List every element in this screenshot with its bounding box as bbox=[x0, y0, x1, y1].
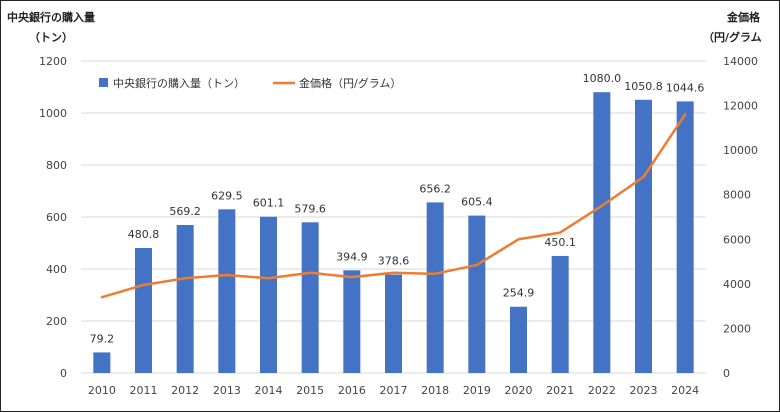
right-tick-label: 12000 bbox=[723, 100, 758, 113]
x-tick-label: 2021 bbox=[546, 384, 574, 397]
line-point bbox=[433, 272, 437, 276]
bar-data-label: 569.2 bbox=[169, 205, 201, 218]
left-tick-label: 800 bbox=[46, 159, 67, 172]
x-tick-label: 2011 bbox=[130, 384, 158, 397]
left-tick-label: 600 bbox=[46, 211, 67, 224]
left-tick-label: 1200 bbox=[39, 55, 67, 68]
line-point bbox=[267, 277, 270, 280]
line-point bbox=[558, 231, 562, 234]
right-tick-label: 10000 bbox=[723, 144, 758, 157]
left-axis-title-line2: （トン） bbox=[29, 31, 73, 44]
bar bbox=[593, 92, 611, 373]
bar-data-label: 629.5 bbox=[211, 189, 243, 202]
right-tick-label: 4000 bbox=[723, 278, 751, 291]
x-tick-label: 2023 bbox=[630, 384, 658, 397]
line-point bbox=[683, 113, 687, 116]
bar-data-label: 254.9 bbox=[503, 287, 535, 300]
bar-data-labels: 79.2 480.8 569.2 629.5 601.1 579.6 394.9 378.6 6… bbox=[90, 72, 705, 345]
legend-bar-label: 中央銀行の購入量（トン） bbox=[113, 76, 245, 90]
right-tick-label: 6000 bbox=[723, 233, 751, 246]
bar-data-label: 1044.6 bbox=[666, 81, 705, 94]
line-point bbox=[100, 296, 104, 299]
bar bbox=[385, 274, 402, 373]
right-tick-label: 14000 bbox=[723, 55, 758, 68]
line-point bbox=[517, 238, 520, 241]
bar bbox=[301, 222, 319, 373]
x-tick-label: 2013 bbox=[213, 384, 241, 397]
line-point bbox=[392, 271, 395, 274]
bar bbox=[551, 255, 569, 373]
bar bbox=[218, 209, 236, 373]
x-axis-ticks: 2010 2011 2012 2013 2014 2015 2016 2017 2018 2019… bbox=[88, 384, 699, 397]
x-tick-label: 2018 bbox=[421, 384, 449, 397]
x-tick-label: 2015 bbox=[296, 384, 324, 397]
bar-data-label: 394.9 bbox=[336, 250, 368, 263]
x-tick-label: 2022 bbox=[588, 384, 616, 397]
left-tick-label: 0 bbox=[60, 367, 67, 380]
left-axis-ticks: 0 200 400 600 800 1000 1200 bbox=[39, 55, 67, 380]
line-point bbox=[642, 175, 645, 179]
right-axis-ticks: 0 2000 4000 6000 8000 10000 12000 14000 bbox=[723, 55, 758, 380]
right-axis-title-line1: 金価格 bbox=[726, 10, 761, 24]
bar bbox=[635, 99, 652, 374]
bar bbox=[176, 225, 194, 373]
bar bbox=[93, 352, 111, 373]
bar bbox=[510, 306, 527, 373]
bar-data-label: 601.1 bbox=[253, 197, 285, 210]
bar-data-label: 1080.0 bbox=[583, 72, 622, 85]
right-tick-label: 8000 bbox=[723, 189, 751, 202]
left-tick-label: 200 bbox=[46, 315, 67, 328]
bar bbox=[343, 270, 361, 373]
line-point bbox=[600, 204, 604, 208]
bar bbox=[468, 215, 486, 373]
line-point bbox=[475, 263, 479, 267]
left-axis-title-line1: 中央銀行の購入量 bbox=[7, 10, 95, 24]
bar-data-label: 480.8 bbox=[128, 228, 160, 241]
bar-data-label: 450.1 bbox=[544, 236, 576, 249]
legend-line-label: 金価格（円/グラム） bbox=[299, 76, 401, 90]
line-point bbox=[308, 271, 312, 274]
bar-data-label: 579.6 bbox=[294, 202, 326, 215]
bar bbox=[260, 216, 277, 373]
x-tick-label: 2010 bbox=[88, 384, 116, 397]
x-tick-label: 2024 bbox=[671, 384, 699, 397]
bar-data-label: 656.2 bbox=[419, 182, 451, 195]
bar-series bbox=[93, 92, 694, 374]
bar-data-label: 605.4 bbox=[461, 196, 493, 209]
right-axis-title-line2: （円/グラム bbox=[703, 30, 762, 44]
x-tick-label: 2019 bbox=[463, 384, 491, 397]
bar bbox=[426, 202, 444, 373]
bar-data-label: 378.6 bbox=[378, 255, 410, 268]
bar-data-label: 79.2 bbox=[90, 332, 115, 345]
x-tick-label: 2017 bbox=[380, 384, 408, 397]
legend: 中央銀行の購入量（トン） 金価格（円/グラム） bbox=[99, 76, 401, 90]
line-point bbox=[183, 277, 187, 280]
x-tick-label: 2012 bbox=[171, 384, 199, 397]
bar bbox=[676, 101, 694, 374]
x-tick-label: 2014 bbox=[255, 384, 283, 397]
line-point bbox=[142, 283, 145, 287]
legend-bar-swatch bbox=[99, 78, 108, 87]
left-tick-label: 400 bbox=[46, 263, 67, 276]
x-tick-label: 2020 bbox=[505, 384, 533, 397]
line-point bbox=[350, 275, 354, 279]
x-tick-label: 2016 bbox=[338, 384, 366, 397]
bar-data-label: 1050.8 bbox=[624, 80, 663, 93]
line-series bbox=[100, 113, 687, 299]
left-tick-label: 1000 bbox=[39, 107, 67, 120]
bar bbox=[135, 247, 152, 373]
line-point bbox=[225, 273, 229, 277]
right-tick-label: 0 bbox=[723, 367, 730, 380]
right-tick-label: 2000 bbox=[723, 322, 751, 335]
